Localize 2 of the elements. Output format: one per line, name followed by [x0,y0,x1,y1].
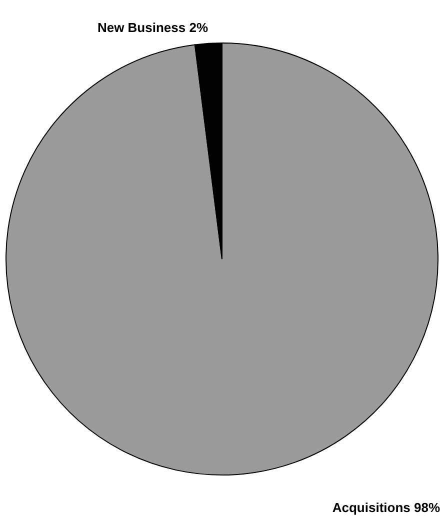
slice-label: Acquisitions 98% [332,500,440,515]
slice-label: New Business 2% [97,20,208,35]
